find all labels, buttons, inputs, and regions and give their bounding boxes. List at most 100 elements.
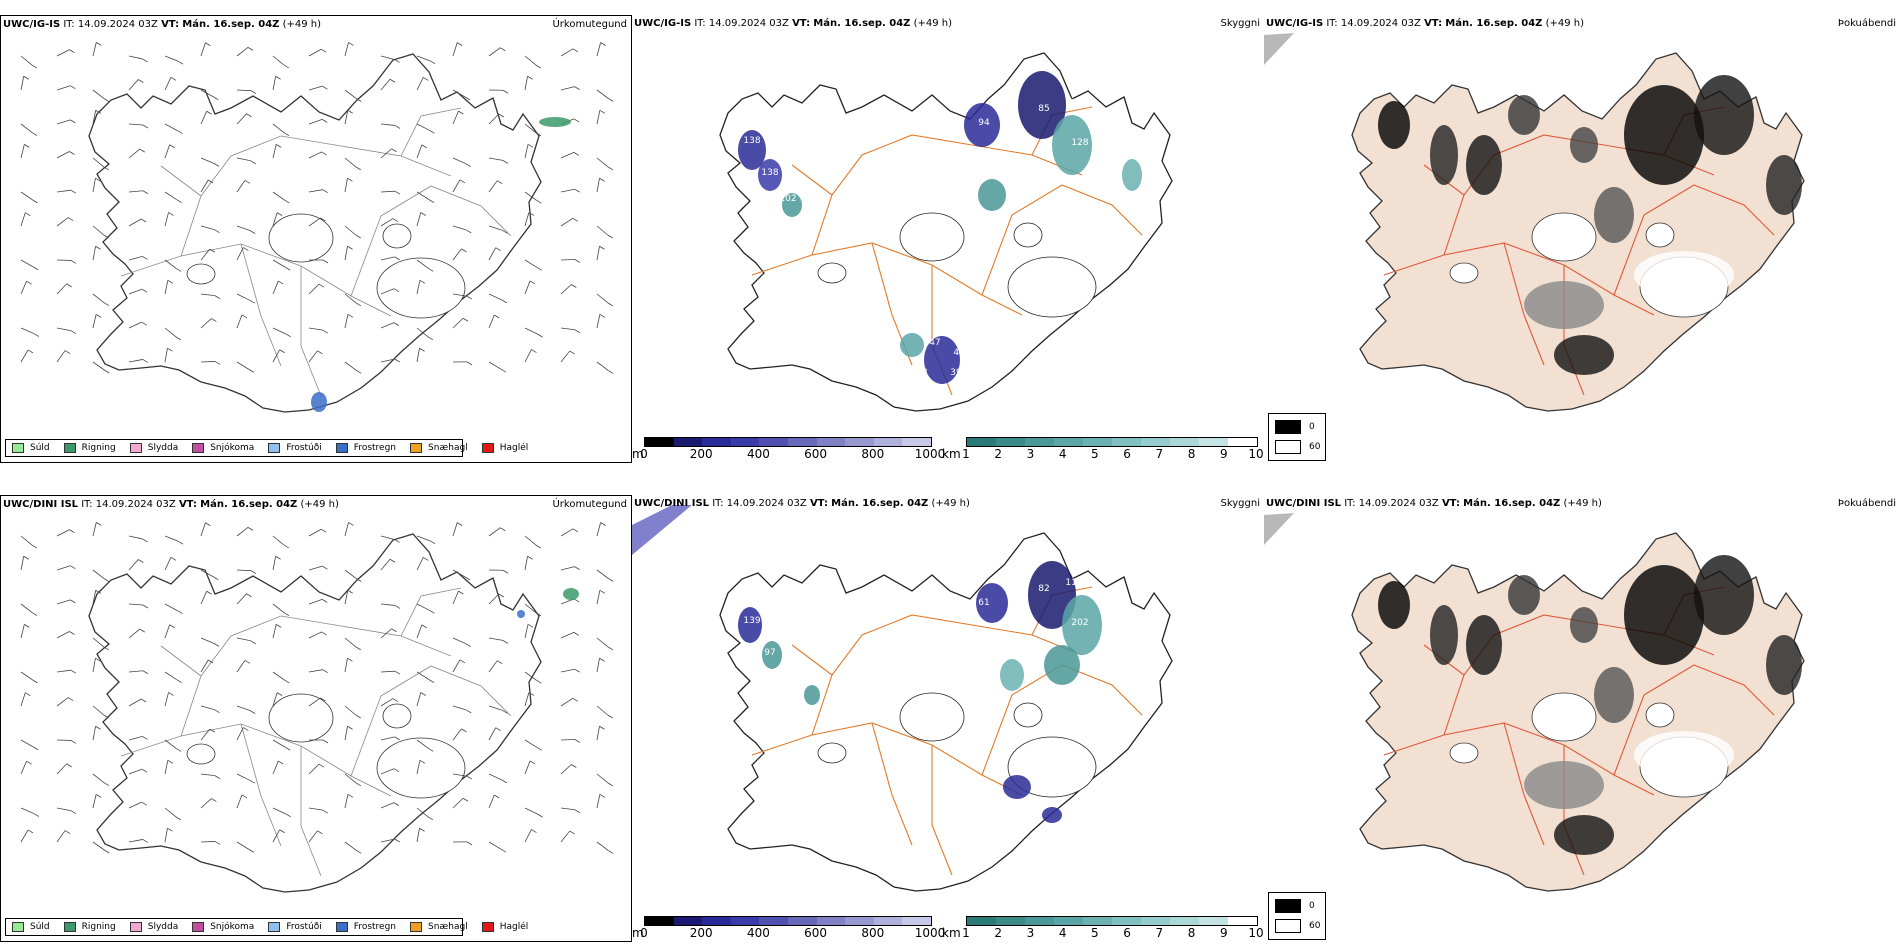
colorbar-tick-label: 8: [1187, 926, 1196, 940]
wind-barb: [535, 132, 542, 137]
model-name: UWC/DINI ISL: [3, 499, 79, 510]
wind-barb: [393, 768, 400, 773]
wind-barb: [92, 89, 105, 99]
wind-barb: [528, 692, 535, 696]
wind-barb: [272, 692, 278, 707]
wind-barb: [27, 829, 34, 834]
wind-barb: [416, 739, 429, 749]
wind-barb: [560, 217, 573, 227]
wind-barb: [208, 659, 214, 664]
wind-barb: [344, 522, 349, 537]
wind-barb: [243, 727, 249, 731]
wind-barb: [250, 230, 256, 234]
wind-barb: [355, 98, 362, 102]
wind-barb: [33, 333, 40, 337]
wind-barb: [308, 151, 322, 159]
wind-barb: [139, 148, 146, 153]
wind-barb: [536, 266, 543, 271]
wind-barb: [214, 775, 221, 779]
wind-barb: [69, 631, 75, 635]
wind-barb: [236, 637, 251, 642]
wind-barb: [452, 89, 466, 98]
wind-barb: [67, 217, 74, 221]
wind-barb: [164, 807, 177, 818]
wind-barb: [380, 148, 392, 159]
road-line: [871, 722, 913, 846]
wind-barb: [141, 801, 147, 806]
wind-barb: [283, 612, 290, 617]
legend-swatch: [192, 443, 205, 453]
wind-barb: [420, 692, 426, 696]
glacier-outline: [817, 262, 847, 284]
wind-barb: [244, 660, 251, 664]
cloud-blob: [1062, 595, 1102, 655]
lead-time: (+49 h): [1545, 18, 1585, 29]
colorbar-unit: m: [632, 447, 644, 461]
wind-barb: [466, 361, 473, 366]
wind-barb: [167, 279, 174, 284]
fog-indicator-panel-row1: UWC/IG-IS IT: 14.09.2024 03Z VT: Mán. 16…: [1264, 15, 1900, 463]
colorbar-tick-label: 10: [1248, 447, 1264, 461]
wind-barb: [200, 179, 209, 193]
coastline: [88, 533, 542, 893]
wind-barb: [389, 558, 396, 563]
wind-barb: [500, 47, 506, 52]
wind-barb: [200, 248, 211, 261]
wind-barb: [569, 830, 575, 835]
wind-barb: [308, 669, 323, 673]
model-name: UWC/IG-IS: [1266, 18, 1324, 29]
colorbar-step: [1054, 438, 1083, 446]
wind-barb: [175, 816, 182, 821]
cloud-base-value: 85: [1038, 104, 1049, 114]
wind-barb: [344, 178, 348, 193]
wind-barb: [347, 793, 354, 798]
fog-blob: [1378, 581, 1410, 629]
wind-barb: [104, 369, 110, 374]
legend-swatch: [410, 922, 423, 932]
wind-barb: [211, 798, 217, 802]
wind-barb: [92, 361, 105, 371]
wind-barb: [416, 624, 423, 639]
wind-barb: [103, 782, 110, 787]
wind-barb: [308, 631, 322, 639]
wind-barb: [572, 528, 579, 533]
wind-barb: [279, 829, 285, 834]
wind-barb: [344, 841, 357, 851]
wind-barb: [524, 535, 536, 546]
wind-barb: [322, 599, 328, 603]
colorbar-tick-label: 5: [1091, 926, 1099, 940]
wind-barb: [20, 259, 34, 268]
wind-barb: [128, 559, 139, 571]
wind-barb: [175, 748, 182, 752]
fog-legend-label: 60: [1309, 442, 1321, 452]
wind-barb: [599, 793, 606, 798]
cloud-blob: [900, 333, 924, 357]
wind-barb: [20, 535, 33, 546]
colorbar-step: [759, 438, 788, 446]
wind-barb: [128, 670, 143, 673]
wind-barb: [164, 535, 179, 542]
wind-barb: [394, 736, 400, 741]
wind-barb: [600, 522, 606, 526]
cloud-blob: [924, 336, 960, 384]
wind-barb: [452, 42, 458, 57]
colorbar-step: [787, 917, 817, 925]
wind-barb: [596, 110, 601, 125]
wind-barb: [607, 782, 614, 787]
wind-barb: [236, 727, 244, 741]
colorbar-step: [816, 438, 846, 446]
legend-swatch: [335, 443, 348, 453]
colorbar-step: [730, 917, 760, 925]
wind-barb: [356, 849, 362, 854]
wind-barb: [250, 160, 256, 165]
colorbar-step: [1228, 917, 1257, 925]
wind-barb: [596, 705, 608, 716]
wind-barb: [272, 739, 286, 748]
fog-legend: 0 60: [1268, 413, 1326, 461]
wind-barb: [536, 199, 542, 204]
wind-barb: [380, 256, 395, 261]
road-line: [791, 164, 833, 196]
wind-barb: [452, 637, 466, 645]
wind-barb: [596, 314, 601, 329]
colorbar-tick-label: 600: [804, 447, 828, 461]
